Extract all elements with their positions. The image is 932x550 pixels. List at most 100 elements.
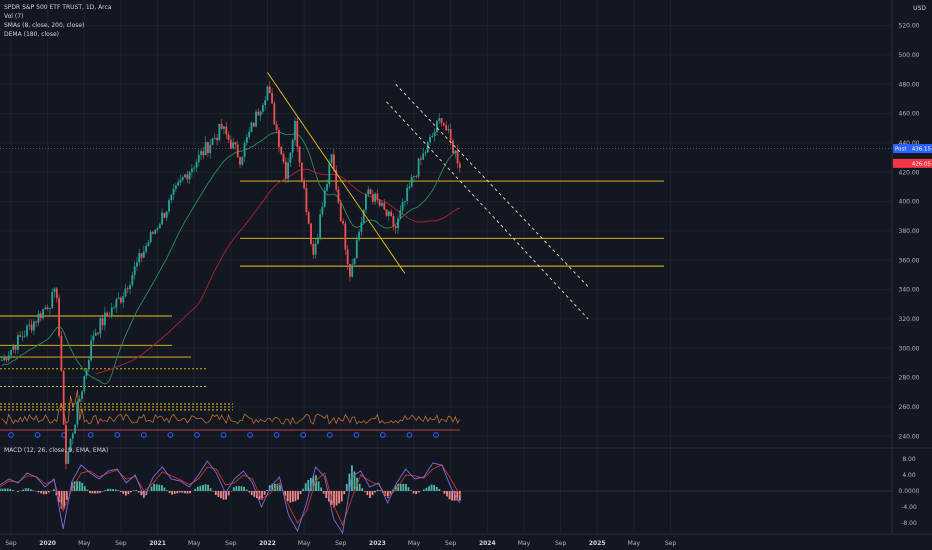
macd-histogram-bar (135, 489, 138, 491)
candle-body (275, 124, 278, 130)
currency-label[interactable]: USD (913, 5, 926, 12)
macd-histogram-bar (410, 490, 412, 491)
candle-body (174, 185, 177, 189)
candle-body (145, 245, 148, 252)
candle-body (28, 324, 31, 326)
candle-body (7, 355, 10, 361)
candle-body (401, 202, 404, 211)
candle-body (305, 188, 308, 213)
candle-body (142, 251, 145, 258)
time-tick-label: 2024 (479, 540, 496, 547)
candle-body (26, 325, 28, 336)
macd-histogram-bar (76, 481, 78, 491)
candle-body (332, 154, 335, 170)
candle-body (314, 243, 317, 255)
time-tick-label: May (188, 540, 201, 547)
macd-legend[interactable]: MACD (12, 26, close, 9, EMA, EMA) (4, 447, 109, 454)
candle-body (101, 318, 104, 326)
macd-histogram-bar (340, 491, 343, 502)
macd-histogram-bar (202, 484, 204, 491)
indicator-dema[interactable]: DEMA (180, close) (4, 31, 60, 38)
indicator-volume[interactable]: Vol (7) (4, 13, 24, 20)
candle-body (344, 223, 347, 250)
macd-histogram-bar (104, 490, 107, 491)
candle-body (410, 176, 413, 187)
macd-histogram-bar (132, 490, 135, 491)
candle-body (326, 184, 328, 191)
candle-body (422, 153, 425, 160)
price-tick-label: 420.00 (899, 169, 920, 176)
candle-body (433, 132, 436, 137)
macd-histogram-bar (199, 485, 202, 491)
macd-histogram-bar (451, 491, 454, 501)
macd-histogram-bar (4, 488, 7, 491)
macd-histogram-bar (266, 489, 269, 491)
macd-histogram-bar (71, 482, 73, 491)
macd-histogram-bar (376, 489, 379, 491)
candle-body (103, 312, 106, 326)
price-tick-label: 520.00 (899, 23, 920, 30)
macd-histogram-bar (47, 491, 50, 493)
time-tick-label: 2020 (39, 540, 56, 547)
candle-body (385, 209, 388, 216)
candle-body (204, 142, 207, 156)
macd-histogram-bar (371, 491, 374, 496)
macd-histogram-bar (166, 490, 168, 491)
candle-body (454, 150, 457, 154)
macd-histogram-bar (22, 489, 25, 491)
candle-body (278, 129, 280, 147)
candle-body (207, 142, 209, 154)
candle-body (378, 200, 381, 206)
candle-body (191, 168, 193, 172)
candle-body (165, 211, 168, 218)
macd-histogram-bar (40, 491, 43, 494)
macd-histogram-bar (446, 491, 448, 497)
macd-histogram-bar (456, 491, 459, 501)
macd-histogram-bar (217, 491, 220, 497)
candles (0, 80, 461, 469)
macd-histogram-bar (117, 490, 120, 491)
candle-body (420, 158, 422, 160)
macd-histogram-bar (124, 491, 127, 496)
macd-histogram-bar (322, 491, 325, 494)
event-marker-icon (8, 432, 14, 438)
macd-histogram-bar (63, 491, 66, 509)
macd-histogram-bar (1, 488, 4, 491)
candle-body (209, 144, 212, 154)
indicator-smas[interactable]: SMAs (8, close, 200, close) (4, 22, 85, 29)
macd-histogram-bar (178, 491, 181, 493)
macd-histogram-bar (0, 488, 1, 491)
macd-histogram-bar (227, 491, 230, 496)
candle-body (197, 154, 200, 163)
post-price-tag: Post 436.15 (893, 144, 932, 154)
symbol-title[interactable]: SPDR S&P 500 ETF TRUST, 1D, Arca (4, 4, 112, 11)
macd-histogram-bar (387, 491, 389, 498)
candle-body (225, 126, 228, 135)
macd-histogram-bar (37, 491, 40, 493)
candle-body (21, 336, 24, 338)
candle-body (355, 239, 358, 259)
macd-histogram-bar (325, 491, 328, 499)
macd-histogram-bar (407, 487, 410, 491)
candle-body (323, 190, 326, 207)
candle-body (328, 163, 331, 185)
candle-body (161, 212, 164, 225)
macd-histogram-bar (78, 481, 81, 491)
macd-histogram-bar (291, 491, 294, 502)
candle-body (349, 264, 351, 277)
candle-body (39, 313, 42, 319)
macd-histogram-bar (60, 491, 63, 509)
candle-body (5, 356, 8, 361)
price-tick-label: 320.00 (899, 316, 920, 323)
macd-histogram-bar (176, 491, 179, 494)
candle-body (268, 86, 271, 93)
candle-body (369, 189, 372, 195)
macd-histogram-bar (186, 491, 189, 494)
candle-body (110, 307, 113, 317)
macd-histogram-bar (333, 491, 335, 508)
candle-body (291, 140, 294, 153)
chart-legend: SPDR S&P 500 ETF TRUST, 1D, Arca Vol (7)… (4, 3, 112, 39)
time-tick-label: Sep (555, 540, 567, 547)
candle-body (445, 125, 447, 131)
